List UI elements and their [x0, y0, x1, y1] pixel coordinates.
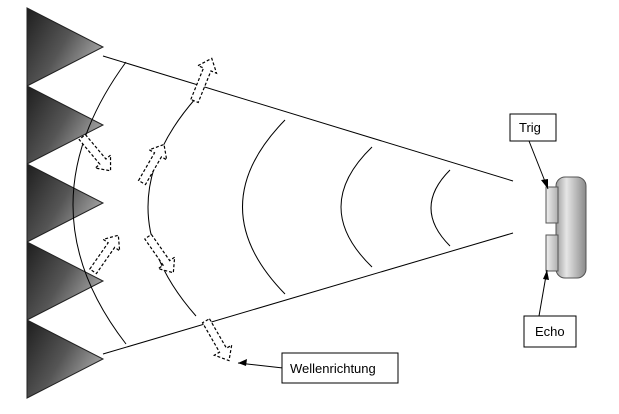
trig-label: Trig [519, 120, 541, 135]
triangle-absorber-icon [26, 319, 105, 399]
ultrasonic-sensor-icon [545, 176, 587, 279]
dashed-arrow-icon [201, 317, 233, 362]
dashed-arrow-icon [88, 234, 121, 275]
dashed-arrow-icon [143, 233, 176, 274]
wave-direction-callout: Wellenrichtung [237, 352, 399, 384]
dashed-arrow-icon [78, 133, 112, 172]
trig-port [545, 186, 559, 224]
absorber-wall [26, 7, 105, 399]
wave-front [147, 97, 197, 317]
wave-fronts [72, 61, 451, 345]
triangle-absorber-icon [26, 85, 105, 165]
echo-label: Echo [535, 324, 565, 339]
echo-callout: Echo [523, 269, 577, 348]
echo-port [545, 234, 559, 272]
wave-front [72, 61, 127, 345]
wave-front [340, 146, 373, 268]
wave-front [430, 169, 451, 247]
dashed-arrow-icon [190, 57, 218, 104]
beam-lower-edge [102, 232, 514, 355]
triangle-absorber-icon [26, 7, 105, 87]
wave-arrows [78, 57, 233, 362]
triangle-absorber-icon [26, 241, 105, 321]
dashed-arrow-icon [137, 143, 168, 186]
beam-upper-edge [102, 55, 514, 182]
wave-front [242, 119, 286, 295]
trig-callout: Trig [509, 113, 557, 190]
wave-direction-label: Wellenrichtung [290, 361, 376, 376]
triangle-absorber-icon [26, 163, 105, 243]
